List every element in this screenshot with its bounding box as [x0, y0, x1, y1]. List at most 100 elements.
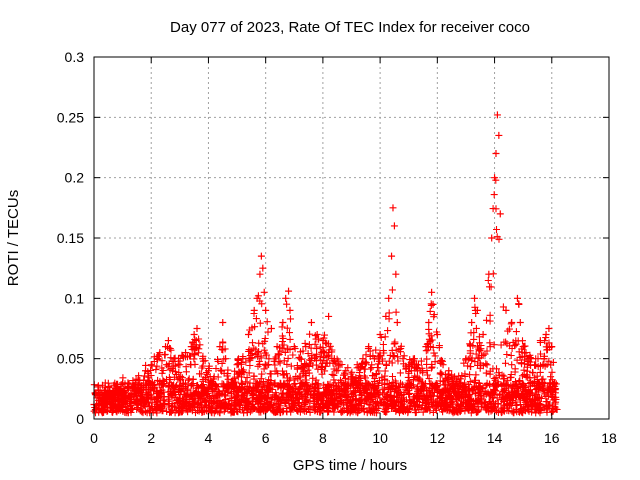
- data-point: [273, 343, 281, 351]
- data-point: [282, 294, 290, 302]
- data-point: [462, 355, 470, 363]
- y-tick-label: 0.15: [57, 230, 84, 246]
- y-tick-label: 0.25: [57, 109, 84, 125]
- data-point: [142, 367, 149, 375]
- data-point: [488, 234, 496, 242]
- data-point: [119, 379, 127, 387]
- data-point: [548, 343, 556, 351]
- data-point: [495, 131, 503, 139]
- data-point: [245, 331, 252, 339]
- data-point: [536, 337, 544, 345]
- data-point: [359, 355, 367, 363]
- data-point: [187, 343, 195, 351]
- data-point: [204, 367, 212, 375]
- data-point: [388, 252, 396, 260]
- data-point: [259, 264, 267, 272]
- data-point: [336, 361, 344, 369]
- y-tick-label: 0.1: [65, 290, 85, 306]
- data-point: [164, 337, 172, 345]
- data-point: [376, 331, 384, 339]
- x-tick-label: 12: [430, 430, 446, 446]
- data-point: [439, 361, 447, 369]
- x-tick-label: 8: [319, 430, 327, 446]
- x-axis-label: GPS time / hours: [293, 457, 407, 474]
- data-point: [147, 361, 155, 369]
- x-tick-label: 0: [90, 430, 98, 446]
- data-point: [130, 381, 138, 389]
- data-point: [445, 367, 453, 375]
- y-tick-label: 0.3: [65, 49, 85, 65]
- data-point: [545, 325, 553, 332]
- x-tick-label: 10: [372, 430, 388, 446]
- data-point: [353, 361, 361, 369]
- data-point: [253, 294, 261, 302]
- data-point: [153, 355, 161, 363]
- data-point: [389, 204, 397, 212]
- data-point: [267, 325, 275, 332]
- data-point: [451, 373, 458, 381]
- data-point: [542, 331, 550, 339]
- data-point: [330, 355, 338, 363]
- data-point: [370, 355, 378, 363]
- data-point: [493, 111, 501, 119]
- data-point: [101, 391, 109, 399]
- data-point: [515, 300, 523, 308]
- data-point: [385, 294, 393, 302]
- data-point: [508, 318, 516, 326]
- scatter-cloud: [90, 176, 561, 417]
- data-point: [239, 355, 247, 363]
- data-point: [468, 318, 476, 326]
- data-point: [365, 343, 373, 351]
- data-point: [382, 312, 390, 320]
- data-point: [428, 288, 436, 296]
- data-point: [513, 294, 521, 302]
- data-point: [519, 343, 527, 351]
- data-point: [182, 349, 190, 357]
- data-point: [307, 318, 315, 326]
- data-point: [325, 312, 333, 320]
- data-point: [422, 343, 430, 351]
- data-point: [124, 385, 132, 393]
- data-point: [342, 367, 350, 375]
- data-point: [233, 361, 241, 369]
- data-point: [262, 306, 270, 314]
- data-point: [348, 373, 355, 381]
- data-point: [429, 300, 437, 308]
- data-point: [516, 318, 524, 326]
- data-point: [162, 343, 170, 351]
- data-point: [492, 150, 500, 158]
- data-point: [479, 331, 487, 339]
- data-point: [313, 331, 321, 339]
- data-point: [302, 343, 310, 351]
- data-point: [170, 355, 178, 363]
- data-point: [199, 355, 207, 363]
- data-point: [433, 331, 441, 339]
- data-point: [113, 388, 121, 396]
- data-point: [392, 270, 400, 278]
- data-point: [473, 306, 481, 314]
- data-point: [96, 397, 104, 405]
- x-tick-label: 16: [544, 430, 560, 446]
- data-point: [525, 355, 533, 363]
- data-point: [496, 210, 504, 218]
- data-point: [227, 379, 235, 387]
- data-point: [193, 325, 201, 332]
- data-point: [296, 355, 304, 363]
- data-point: [286, 306, 294, 314]
- data-point: [410, 355, 418, 363]
- data-point: [176, 361, 184, 369]
- x-tick-label: 2: [147, 430, 155, 446]
- data-point: [290, 343, 298, 351]
- x-tick-label: 6: [262, 430, 270, 446]
- data-point: [319, 337, 327, 345]
- data-point: [219, 318, 227, 326]
- data-point: [279, 318, 287, 326]
- data-point: [393, 318, 401, 326]
- data-point: [285, 287, 293, 295]
- data-point: [107, 393, 115, 401]
- chart-title: Day 077 of 2023, Rate Of TEC Index for r…: [170, 19, 530, 36]
- data-point: [551, 379, 559, 387]
- data-point: [456, 379, 464, 387]
- data-point: [405, 361, 413, 369]
